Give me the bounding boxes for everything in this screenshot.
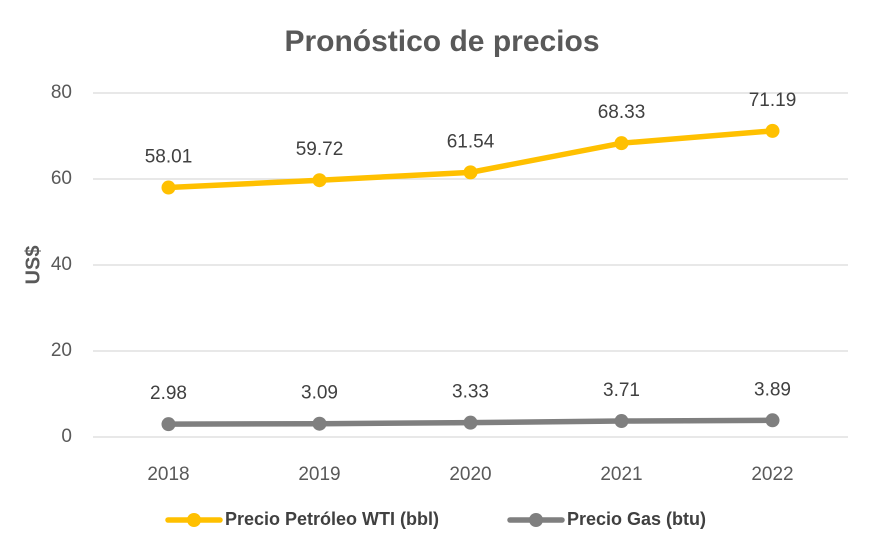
legend: Precio Petróleo WTI (bbl) Precio Gas (btu… <box>165 509 706 529</box>
data-point <box>161 417 176 432</box>
data-label: 3.33 <box>452 382 489 403</box>
y-tick-label: 20 <box>51 340 72 361</box>
data-label: 68.33 <box>598 102 646 123</box>
y-axis-title: US$ <box>22 246 44 285</box>
data-label: 2.98 <box>150 383 187 404</box>
data-label: 3.89 <box>754 379 791 400</box>
axis-labels: 0 20 40 60 80 2018 2019 2020 2021 2022 <box>51 82 794 485</box>
gridlines <box>93 92 848 438</box>
y-tick-label: 60 <box>51 168 72 189</box>
data-point <box>614 414 629 429</box>
legend-marker-icon <box>187 513 201 527</box>
x-tick-label: 2021 <box>600 464 642 485</box>
data-point <box>312 416 327 431</box>
data-label: 61.54 <box>447 131 495 152</box>
data-label: 59.72 <box>296 139 344 160</box>
data-point <box>312 173 327 188</box>
x-tick-label: 2019 <box>298 464 340 485</box>
data-point <box>614 136 629 151</box>
data-point <box>463 415 478 430</box>
data-label: 3.71 <box>603 380 640 401</box>
chart-title: Pronóstico de precios <box>284 25 599 58</box>
x-tick-label: 2022 <box>751 464 793 485</box>
series-layer <box>161 123 780 432</box>
y-tick-label: 80 <box>51 82 72 103</box>
data-point <box>161 180 176 195</box>
data-point <box>765 413 780 428</box>
data-point <box>463 165 478 180</box>
legend-label: Precio Petróleo WTI (bbl) <box>225 509 439 529</box>
data-label: 71.19 <box>749 90 797 111</box>
legend-marker-icon <box>529 513 543 527</box>
data-label: 58.01 <box>145 147 193 168</box>
data-label: 3.09 <box>301 383 338 404</box>
data-point <box>765 123 780 138</box>
y-tick-label: 40 <box>51 254 72 275</box>
legend-label: Precio Gas (btu) <box>567 509 706 529</box>
y-tick-label: 0 <box>61 426 72 447</box>
x-tick-label: 2020 <box>449 464 491 485</box>
data-labels: 58.01 59.72 61.54 68.33 71.19 2.98 3.09 3.33 3.7… <box>145 90 797 404</box>
x-tick-label: 2018 <box>147 464 189 485</box>
